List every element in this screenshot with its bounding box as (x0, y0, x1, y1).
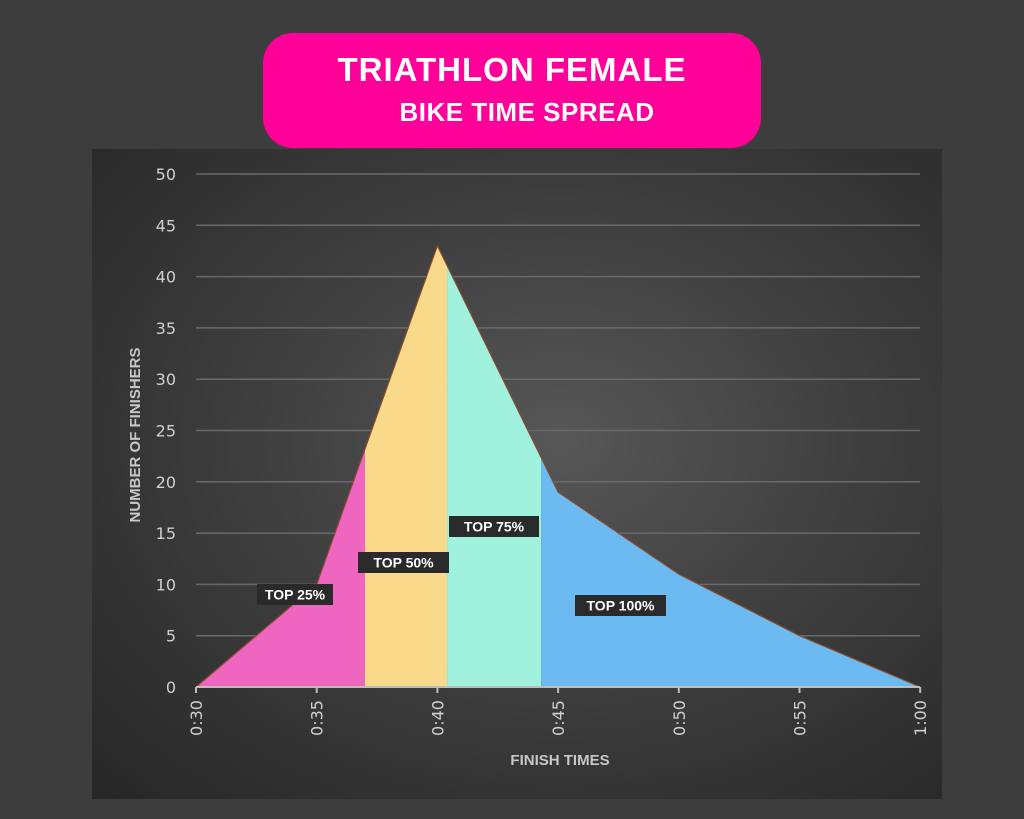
title-line-2: BIKE TIME SPREAD (399, 97, 655, 127)
y-tick-label: 50 (156, 165, 176, 184)
y-tick-label: 45 (156, 216, 176, 235)
region-label: TOP 50% (358, 552, 449, 573)
region-top-100- (541, 457, 921, 687)
y-tick-label: 10 (156, 575, 176, 594)
region-top-75- (447, 265, 542, 687)
y-axis-title: NUMBER OF FINISHERS (127, 347, 144, 522)
x-tick-label: 0:35 (308, 700, 327, 736)
title-banner: TRIATHLON FEMALE BIKE TIME SPREAD (263, 33, 761, 148)
y-tick-label: 5 (166, 627, 176, 646)
y-tick-label: 15 (156, 524, 176, 543)
region-label: TOP 75% (449, 516, 539, 537)
x-tick-label: 0:30 (187, 700, 206, 736)
title-line-1: TRIATHLON FEMALE (337, 51, 687, 88)
x-tick-label: 1:00 (911, 700, 930, 736)
y-tick-label: 25 (156, 422, 176, 441)
svg-text:TOP 100%: TOP 100% (587, 598, 656, 614)
region-label: TOP 100% (575, 595, 666, 616)
x-axis-title: FINISH TIMES (510, 752, 609, 769)
svg-text:TOP 25%: TOP 25% (265, 587, 326, 603)
y-tick-label: 30 (156, 370, 176, 389)
y-tick-label: 40 (156, 268, 176, 287)
y-tick-label: 20 (156, 473, 176, 492)
region-top-25- (196, 448, 365, 687)
x-tick-label: 0:40 (428, 700, 447, 736)
y-tick-label: 35 (156, 319, 176, 338)
region-top-50- (364, 245, 448, 687)
y-tick-label: 0 (166, 678, 176, 697)
region-label: TOP 25% (257, 584, 333, 605)
svg-text:TOP 50%: TOP 50% (373, 555, 434, 571)
svg-text:TOP 75%: TOP 75% (464, 519, 525, 535)
x-tick-label: 0:55 (791, 700, 810, 736)
x-tick-label: 0:45 (549, 700, 568, 736)
x-tick-label: 0:50 (670, 700, 689, 736)
